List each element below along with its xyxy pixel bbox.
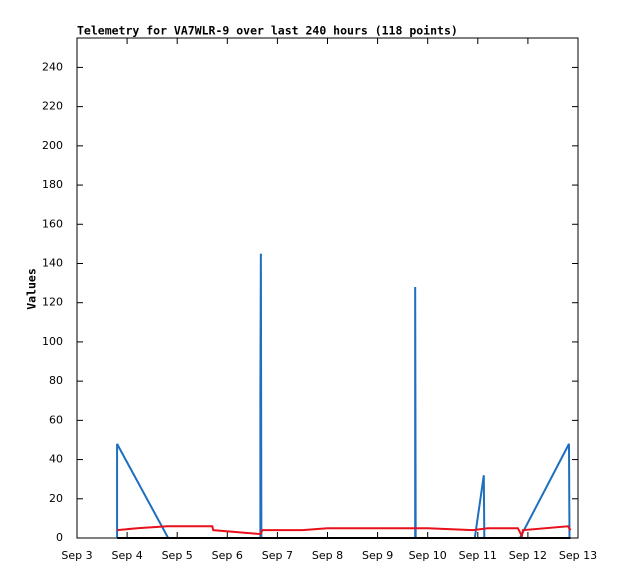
x-tick-label: Sep 7 [262,549,293,562]
y-tick-label: 160 [42,217,63,230]
y-tick-label: 200 [42,139,63,152]
chart-title: Telemetry for VA7WLR-9 over last 240 hou… [77,24,458,38]
y-tick-label: 60 [49,413,63,426]
y-tick-label: 220 [42,100,63,113]
x-tick-label: Sep 12 [509,549,547,562]
y-tick-label: 40 [49,453,63,466]
y-tick-label: 120 [42,296,63,309]
x-tick-label: Sep 11 [459,549,497,562]
x-tick-label: Sep 4 [111,549,142,562]
y-tick-label: 80 [49,374,63,387]
y-axis-label: Values [25,268,39,310]
x-tick-label: Sep 3 [61,549,92,562]
x-tick-label: Sep 10 [409,549,447,562]
y-tick-label: 100 [42,335,63,348]
x-tick-label: Sep 6 [212,549,243,562]
y-tick-label: 240 [42,60,63,73]
x-tick-label: Sep 5 [162,549,193,562]
y-tick-label: 0 [56,531,63,544]
y-tick-label: 140 [42,256,63,269]
x-tick-label: Sep 13 [559,549,597,562]
y-tick-label: 180 [42,178,63,191]
x-tick-label: Sep 8 [312,549,343,562]
data-line [116,525,572,540]
x-tick-label: Sep 9 [362,549,393,562]
y-tick-label: 20 [49,492,63,505]
